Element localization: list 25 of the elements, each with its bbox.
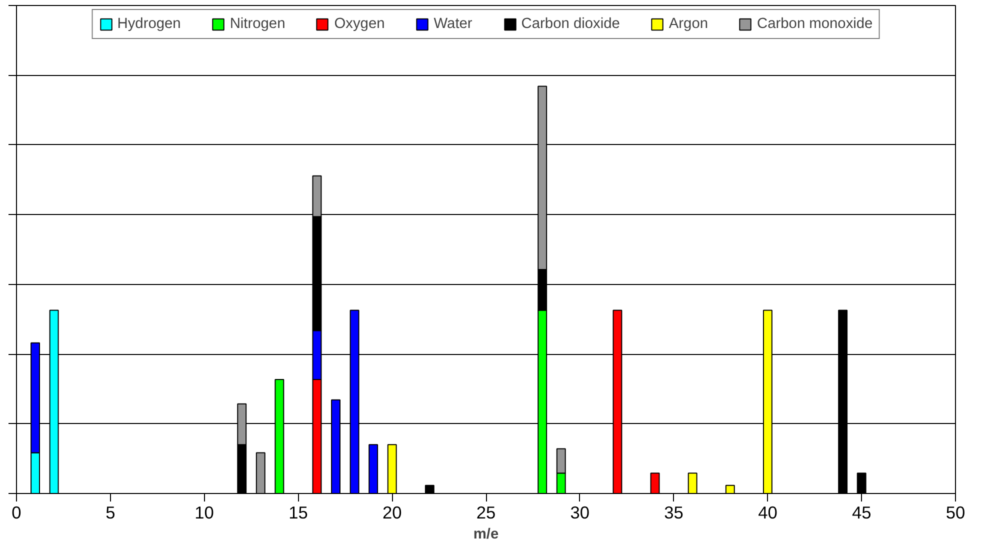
bar	[688, 472, 698, 494]
x-axis-title: m/e	[473, 526, 499, 542]
legend-label: Carbon monoxide	[757, 16, 873, 32]
legend-label: Hydrogen	[117, 16, 181, 32]
x-tick-label: 35	[664, 502, 684, 522]
bar	[368, 444, 378, 494]
legend-label: Carbon dioxide	[521, 16, 620, 32]
x-tick-label: 20	[382, 502, 402, 522]
bar	[725, 484, 735, 494]
bar	[256, 452, 266, 494]
legend-label: Oxygen	[334, 16, 385, 32]
x-tick-label: 50	[946, 502, 966, 522]
bar	[424, 484, 434, 494]
x-tick-label: 5	[106, 502, 116, 522]
legend-label: Water	[434, 16, 472, 32]
x-tick-label: 45	[852, 502, 872, 522]
x-tick-label: 0	[12, 502, 22, 522]
x-tick-label: 25	[476, 502, 496, 522]
bar	[650, 472, 660, 494]
x-tick-label: 30	[570, 502, 590, 522]
x-tick-label: 15	[288, 502, 308, 522]
legend-label: Nitrogen	[230, 16, 286, 32]
x-tick-label: 10	[194, 502, 214, 522]
x-tick-label: 40	[758, 502, 778, 522]
legend-label: Argon	[668, 16, 708, 32]
